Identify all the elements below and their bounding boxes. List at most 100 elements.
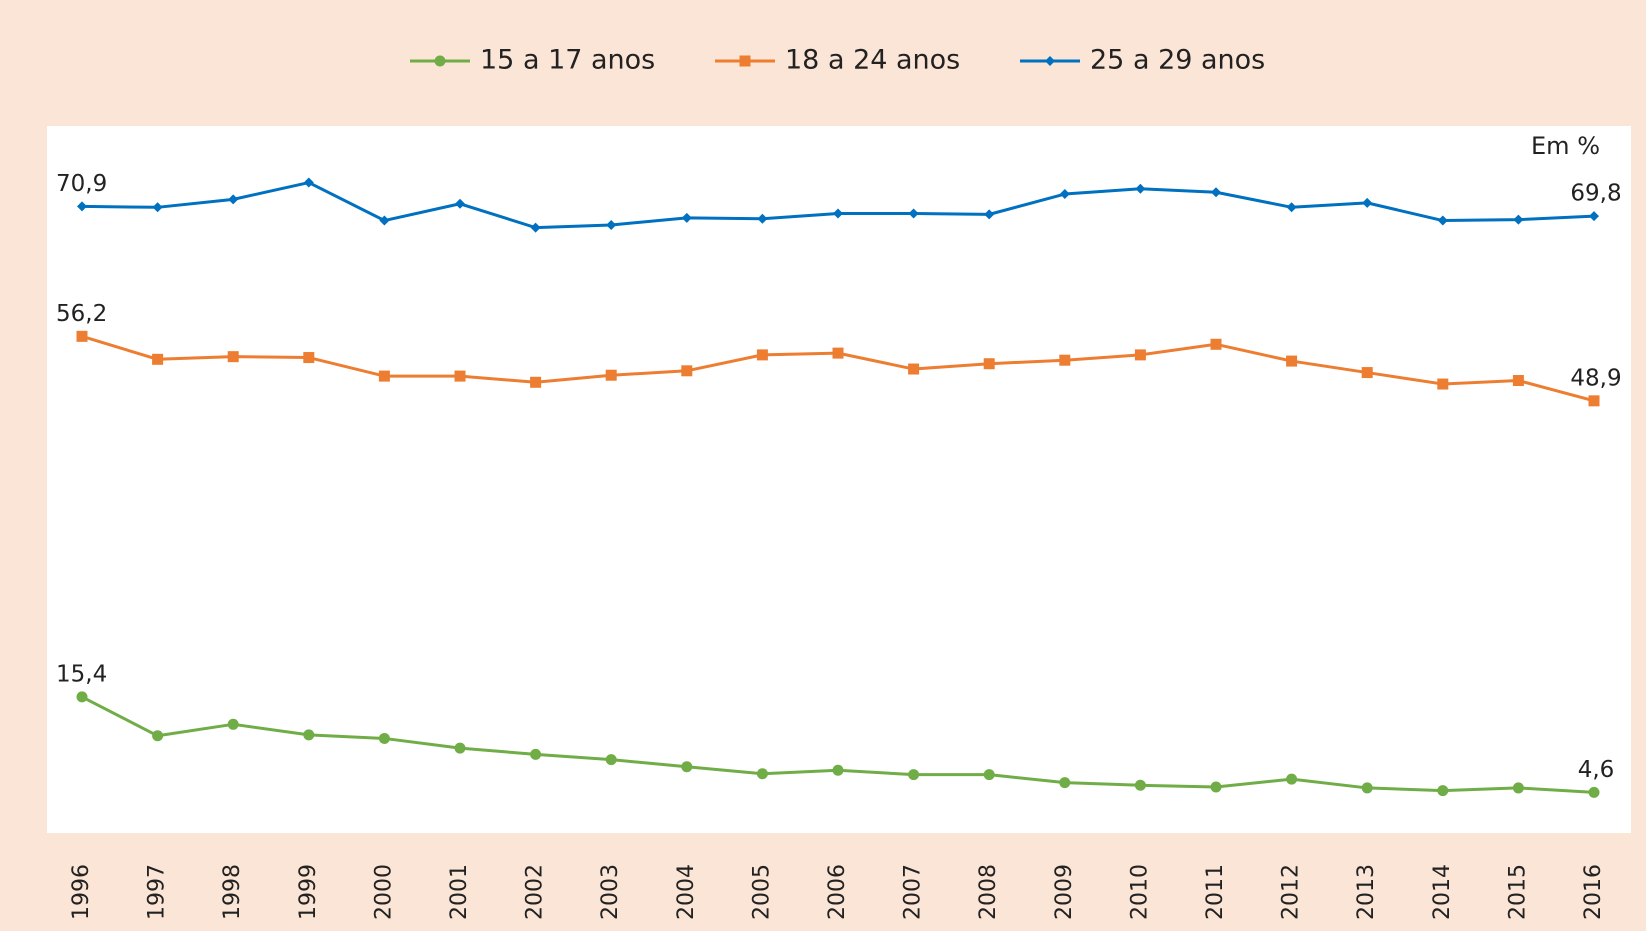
- point-marker: [1588, 395, 1600, 407]
- point-marker: [1134, 779, 1146, 791]
- point-marker: [1361, 782, 1373, 794]
- x-tick-label: 2013: [1354, 864, 1379, 920]
- point-marker: [1512, 782, 1524, 794]
- point-marker: [152, 353, 164, 365]
- point-marker: [1059, 777, 1071, 789]
- point-marker: [76, 330, 88, 342]
- point-marker: [983, 769, 995, 781]
- point-marker: [1589, 211, 1599, 222]
- point-marker: [1059, 189, 1070, 200]
- point-marker: [454, 742, 466, 754]
- point-marker: [1513, 214, 1524, 225]
- x-tick-label: 2012: [1279, 864, 1304, 920]
- point-marker: [1437, 378, 1449, 390]
- x-tick-label: 2008: [976, 864, 1001, 920]
- legend-marker: [1045, 56, 1055, 66]
- point-marker: [455, 198, 465, 209]
- x-tick-label: 2010: [1127, 864, 1152, 920]
- x-tick-label: 2002: [523, 864, 548, 920]
- data-label: 69,8: [1570, 181, 1621, 207]
- point-marker: [378, 370, 390, 382]
- legend-label: 25 a 29 anos: [1090, 45, 1265, 76]
- point-marker: [152, 730, 164, 742]
- x-tick-label: 2011: [1203, 864, 1228, 920]
- legend-label: 18 a 24 anos: [785, 45, 960, 76]
- x-tick-label: 2006: [825, 864, 850, 920]
- point-marker: [530, 222, 541, 233]
- point-marker: [530, 748, 542, 760]
- point-marker: [606, 219, 617, 230]
- point-marker: [228, 194, 239, 205]
- data-label: 56,2: [56, 301, 107, 327]
- plot-area: [47, 126, 1631, 833]
- data-label: 48,9: [1570, 365, 1621, 391]
- x-tick-label: 2000: [371, 864, 396, 920]
- point-marker: [908, 208, 919, 219]
- data-label: 15,4: [56, 661, 107, 687]
- data-label: 4,6: [1578, 757, 1615, 783]
- point-marker: [983, 358, 995, 370]
- point-marker: [756, 349, 768, 361]
- x-tick-label: 2015: [1505, 864, 1530, 920]
- point-marker: [681, 365, 693, 377]
- x-tick-label: 2001: [447, 864, 472, 920]
- point-marker: [908, 363, 920, 375]
- point-marker: [1210, 781, 1222, 793]
- point-marker: [984, 209, 995, 220]
- point-marker: [1588, 786, 1600, 798]
- point-marker: [1286, 773, 1298, 785]
- x-tick-label: 2003: [598, 864, 623, 920]
- point-marker: [605, 754, 617, 766]
- point-marker: [1437, 215, 1448, 226]
- point-marker: [1211, 187, 1221, 198]
- x-tick-label: 2005: [749, 864, 774, 920]
- x-tick-label: 2014: [1430, 864, 1455, 920]
- point-marker: [756, 768, 768, 780]
- point-marker: [1134, 349, 1146, 361]
- point-marker: [303, 729, 315, 741]
- point-marker: [378, 732, 390, 744]
- point-marker: [454, 370, 466, 382]
- x-tick-label: 2009: [1052, 864, 1077, 920]
- point-marker: [379, 215, 390, 226]
- point-marker: [1210, 338, 1222, 350]
- x-tick-label: 1999: [296, 864, 321, 920]
- point-marker: [605, 369, 617, 381]
- point-marker: [303, 352, 315, 364]
- x-tick-label: 2016: [1581, 864, 1606, 920]
- point-marker: [77, 201, 87, 212]
- point-marker: [1361, 367, 1373, 379]
- point-marker: [303, 177, 314, 188]
- point-marker: [227, 351, 239, 363]
- point-marker: [227, 718, 239, 730]
- point-marker: [1286, 355, 1298, 367]
- point-marker: [1059, 354, 1071, 366]
- legend-marker: [739, 55, 751, 67]
- x-tick-label: 1998: [220, 864, 245, 920]
- point-marker: [833, 208, 843, 219]
- point-marker: [76, 691, 88, 703]
- point-marker: [1286, 202, 1297, 213]
- point-marker: [681, 212, 692, 223]
- x-tick-label: 1997: [145, 864, 170, 920]
- point-marker: [681, 761, 693, 773]
- point-marker: [757, 213, 768, 224]
- point-marker: [832, 347, 844, 359]
- point-marker: [1512, 375, 1524, 387]
- point-marker: [152, 202, 163, 213]
- unit-annotation: Em %: [1531, 132, 1600, 160]
- point-marker: [1135, 183, 1146, 194]
- legend-label: 15 a 17 anos: [480, 45, 655, 76]
- data-label: 70,9: [56, 171, 107, 197]
- x-tick-label: 2007: [901, 864, 926, 920]
- point-marker: [1437, 785, 1449, 797]
- legend-marker: [434, 55, 446, 67]
- point-marker: [530, 376, 542, 388]
- point-marker: [908, 769, 920, 781]
- point-marker: [1362, 197, 1373, 208]
- x-tick-label: 2004: [674, 864, 699, 920]
- x-tick-label: 1996: [69, 864, 94, 920]
- point-marker: [832, 764, 844, 776]
